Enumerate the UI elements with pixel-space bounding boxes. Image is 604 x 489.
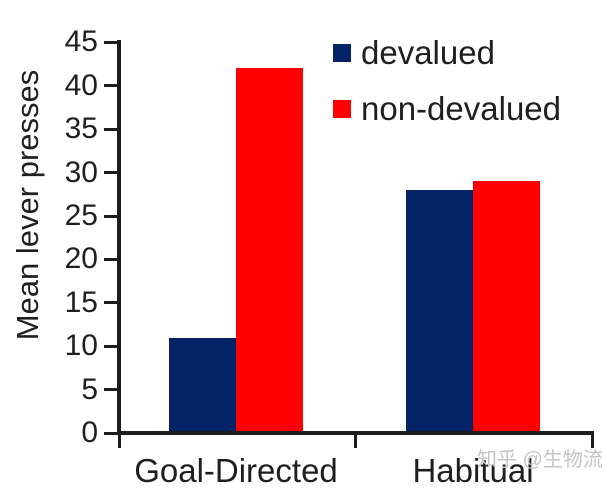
legend-item-non-devalued: non-devalued — [333, 92, 561, 126]
y-tick-label: 25 — [64, 199, 98, 232]
y-tick-mark — [104, 257, 117, 261]
legend-label: devalued — [361, 34, 495, 71]
category-label-goal-directed: Goal-Directed — [134, 452, 338, 489]
y-tick-mark — [104, 431, 117, 435]
bar-devalued-goal-directed — [169, 337, 236, 433]
x-tick-mark — [117, 435, 121, 448]
y-tick-label: 10 — [64, 329, 98, 363]
y-tick-label: 20 — [64, 242, 98, 276]
y-tick-mark — [104, 301, 117, 305]
y-axis-line — [117, 40, 121, 435]
bar-non-devalued-habitual — [473, 181, 540, 433]
y-tick-label: 35 — [64, 112, 98, 146]
y-tick-label: 30 — [64, 155, 98, 189]
y-tick-mark — [104, 171, 117, 175]
y-tick-label: 45 — [64, 25, 98, 59]
y-tick-mark — [104, 84, 117, 88]
legend-label: non-devalued — [361, 90, 561, 127]
y-tick-mark — [104, 344, 117, 348]
y-tick-mark — [104, 40, 117, 44]
category-label-habitual: Habitual — [412, 452, 534, 489]
x-tick-mark — [590, 435, 594, 448]
legend-swatch-icon — [333, 100, 351, 118]
x-tick-mark — [354, 435, 357, 448]
y-tick-label: 5 — [81, 372, 98, 406]
y-tick-mark — [104, 388, 117, 392]
y-tick-label: 40 — [64, 68, 98, 102]
x-axis-line — [117, 431, 594, 435]
watermark: 知乎 @生物流 — [477, 449, 603, 471]
bar-non-devalued-goal-directed — [236, 68, 303, 433]
legend-item-devalued: devalued — [333, 36, 495, 70]
bar-devalued-habitual — [406, 189, 473, 433]
y-tick-mark — [104, 127, 117, 131]
y-tick-label: 0 — [81, 416, 98, 449]
y-tick-label: 15 — [64, 285, 98, 319]
legend-swatch-icon — [333, 44, 351, 62]
y-tick-mark — [104, 214, 117, 218]
